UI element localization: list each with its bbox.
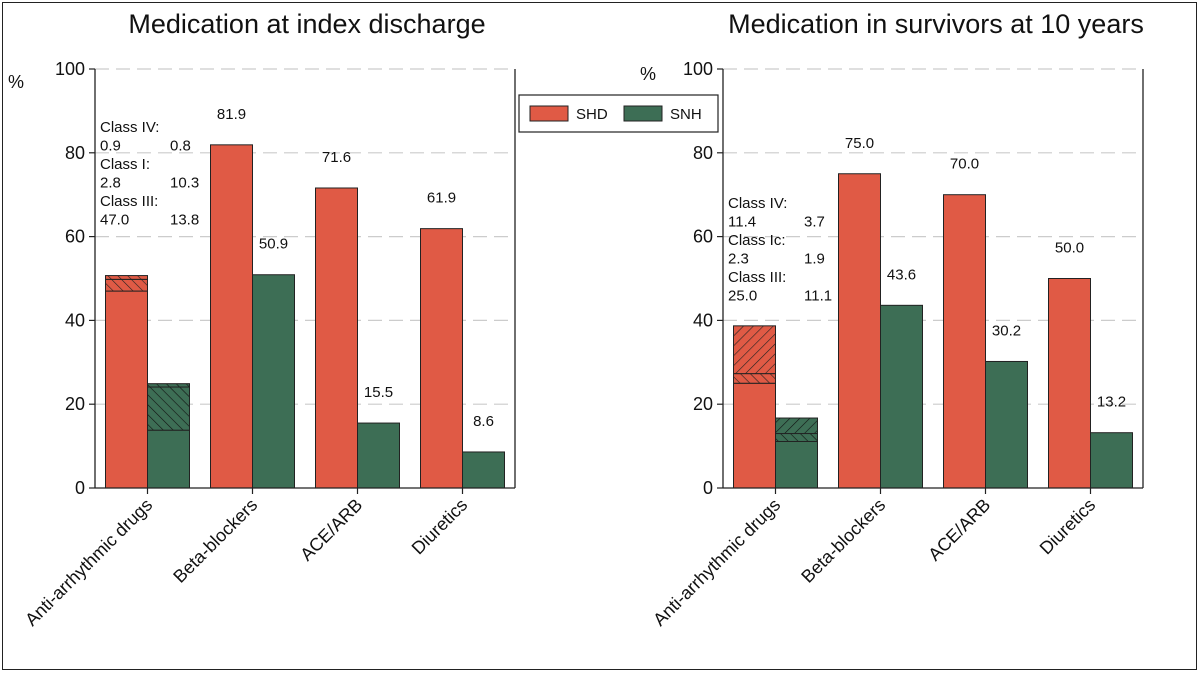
data-label: 81.9 — [217, 106, 246, 123]
class-annotation-right: 11.1 — [804, 288, 832, 305]
y-tick-label: 20 — [65, 394, 85, 414]
class-annotation-left: 0.9 — [100, 138, 121, 155]
class-annotation-left: 47.0 — [100, 212, 129, 229]
bar-segment-shd-class-iv — [105, 275, 148, 280]
bar-segment-shd-class-i — [105, 278, 148, 292]
class-annotation-right: 10.3 — [170, 175, 199, 192]
bar-segment-snh-class-iii — [147, 429, 190, 489]
y-tick-label: 40 — [693, 310, 713, 330]
category-label: Beta-blockers — [169, 495, 261, 587]
y-axis-label: % — [640, 64, 656, 84]
legend-swatch-shd — [529, 105, 569, 122]
bar-segment-snh-class-i — [147, 386, 190, 431]
data-label: 70.0 — [950, 156, 979, 173]
class-annotation-right: 13.8 — [170, 212, 199, 229]
category-label: Anti-arrhythmic drugs — [649, 495, 784, 630]
class-annotation-left: 2.3 — [728, 251, 749, 268]
category-label: ACE/ARB — [924, 495, 994, 565]
y-tick-label: 0 — [75, 478, 85, 498]
class-annotation-left: Class III: — [728, 269, 786, 286]
class-annotation-left: 25.0 — [728, 288, 757, 305]
class-annotation-right: 0.8 — [170, 138, 191, 155]
data-label: 50.9 — [259, 236, 288, 253]
panel-title: Medication in survivors at 10 years — [728, 9, 1144, 39]
bar-segment-snh-class-iii — [775, 440, 818, 489]
bar-shd-diuretics — [420, 228, 463, 489]
y-tick-label: 100 — [55, 59, 85, 79]
class-annotation-left: 2.8 — [100, 175, 121, 192]
bar-segment-shd-class-iv — [733, 325, 776, 375]
bar-segment-shd-class-iii — [733, 382, 776, 489]
data-label: 75.0 — [845, 135, 874, 152]
bar-snh-beta-blockers — [880, 304, 923, 489]
class-annotation-right: 1.9 — [804, 251, 825, 268]
bar-segment-snh-class-ic — [775, 433, 818, 442]
category-label: Diuretics — [408, 495, 472, 559]
y-tick-label: 40 — [65, 310, 85, 330]
class-annotation-left: Class Ic: — [728, 232, 786, 249]
bar-shd-ace-arb — [943, 194, 986, 489]
class-annotation-left: 11.4 — [728, 214, 756, 231]
y-tick-label: 60 — [65, 227, 85, 247]
bar-snh-ace-arb — [357, 422, 400, 489]
bar-shd-beta-blockers — [838, 173, 881, 489]
data-label: 61.9 — [427, 190, 456, 207]
legend-label-shd: SHD — [576, 106, 608, 123]
legend-label-snh: SNH — [670, 106, 702, 123]
y-tick-label: 100 — [683, 59, 713, 79]
y-axis-label: % — [8, 72, 24, 92]
y-tick-label: 60 — [693, 227, 713, 247]
bar-shd-beta-blockers — [210, 144, 253, 489]
class-annotation-left: Class I: — [100, 156, 150, 173]
data-label: 71.6 — [322, 149, 351, 166]
y-tick-label: 80 — [693, 143, 713, 163]
bar-snh-beta-blockers — [252, 274, 295, 489]
bar-snh-ace-arb — [985, 360, 1028, 489]
bar-segment-shd-class-ic — [733, 373, 776, 384]
y-tick-label: 0 — [703, 478, 713, 498]
class-annotation-right: 3.7 — [804, 214, 825, 231]
bar-segment-snh-class-iv — [775, 417, 818, 435]
data-label: 13.2 — [1097, 394, 1126, 411]
class-annotation-left: Class III: — [100, 193, 158, 210]
panel-index-discharge: Medication at index discharge % 81.9 50.9… — [8, 9, 516, 630]
bar-shd-ace-arb — [315, 187, 358, 489]
bar-segment-snh-class-iv — [147, 383, 190, 388]
y-tick-label: 20 — [693, 394, 713, 414]
data-label: 50.0 — [1055, 240, 1084, 257]
data-label: 15.5 — [364, 384, 393, 401]
bar-shd-diuretics — [1048, 278, 1091, 489]
legend-swatch-snh — [623, 105, 663, 122]
legend: SHD SNH — [518, 94, 719, 133]
data-label: 30.2 — [992, 322, 1021, 339]
class-annotation-left: Class IV: — [728, 195, 787, 212]
bar-snh-diuretics — [1090, 432, 1133, 489]
panel-title: Medication at index discharge — [128, 9, 485, 39]
category-label: Diuretics — [1036, 495, 1100, 559]
category-label: ACE/ARB — [296, 495, 366, 565]
bar-snh-diuretics — [462, 451, 505, 489]
class-annotation-left: Class IV: — [100, 119, 159, 136]
data-label: 8.6 — [473, 413, 494, 430]
data-label: 43.6 — [887, 266, 916, 283]
bar-segment-shd-class-iii — [105, 290, 148, 489]
category-label: Anti-arrhythmic drugs — [21, 495, 156, 630]
category-label: Beta-blockers — [797, 495, 889, 587]
y-tick-label: 80 — [65, 143, 85, 163]
